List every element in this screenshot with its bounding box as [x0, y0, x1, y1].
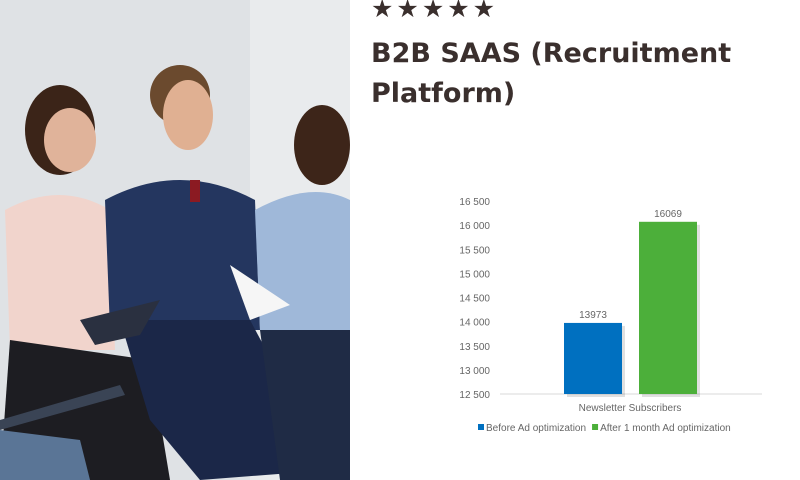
x-category-label: Newsletter Subscribers: [579, 403, 682, 414]
y-tick-label: 14 000: [459, 318, 490, 329]
data-label: 16069: [654, 209, 682, 220]
y-tick-label: 13 500: [459, 342, 490, 353]
y-tick-label: 16 000: [459, 221, 490, 232]
bar-2: [639, 221, 697, 394]
y-tick-label: 16 500: [459, 197, 490, 208]
hero-photo: [0, 0, 350, 480]
y-tick-label: 14 500: [459, 294, 490, 305]
people-seated-illustration: [0, 0, 350, 480]
y-tick-label: 15 500: [459, 245, 490, 256]
legend-swatch: [478, 424, 484, 430]
legend-label: Before Ad optimization: [486, 423, 586, 434]
legend-label: After 1 month Ad optimization: [600, 423, 731, 434]
bar-chart: 12 500 13 000 13 500 14 000 14 500 15 000 15 5…: [459, 197, 762, 434]
legend-swatch: [592, 424, 599, 430]
y-tick-label: 15 000: [459, 269, 490, 280]
data-label: 13973: [579, 310, 607, 321]
bar-1: [564, 322, 622, 394]
y-tick-label: 13 000: [459, 366, 490, 377]
y-tick-label: 12 500: [459, 390, 490, 401]
rating-stars: ★★★★★: [371, 0, 499, 23]
case-study-title: B2B SAAS (Recruitment Platform): [371, 38, 732, 109]
